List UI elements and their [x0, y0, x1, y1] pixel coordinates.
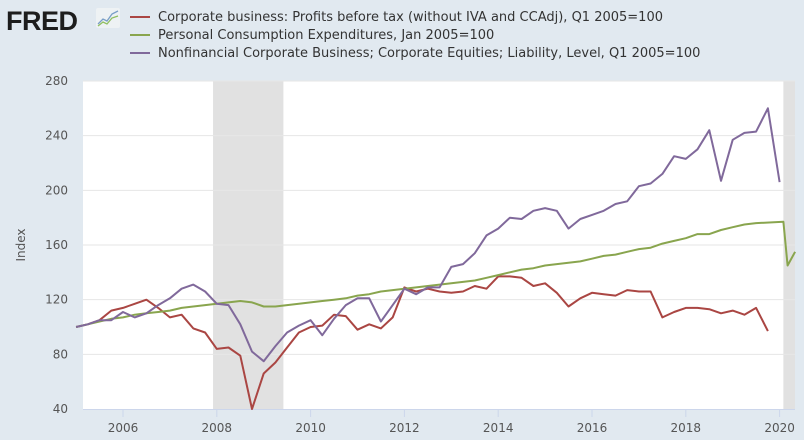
chart-header: FRED Corporate business: Profits before … — [0, 0, 804, 66]
x-tick-label: 2006 — [108, 421, 139, 435]
legend-swatch-green — [130, 34, 150, 36]
fred-logo[interactable]: FRED — [6, 6, 78, 36]
legend-swatch-red — [130, 16, 150, 18]
legend: Corporate business: Profits before tax (… — [130, 8, 700, 62]
x-tick-label: 2014 — [483, 421, 514, 435]
y-tick-label: 240 — [45, 129, 68, 143]
legend-item-equities[interactable]: Nonfinancial Corporate Business; Corpora… — [130, 44, 700, 62]
series-line-equities — [75, 107, 781, 363]
y-tick-label: 160 — [45, 238, 68, 252]
y-tick-label: 200 — [45, 183, 68, 197]
y-tick-label: 120 — [45, 293, 68, 307]
y-tick-label: 40 — [53, 402, 68, 416]
series-line-pce — [75, 220, 796, 328]
y-axis-label: Index — [14, 228, 28, 261]
x-tick-label: 2008 — [202, 421, 233, 435]
x-tick-label: 2010 — [295, 421, 326, 435]
y-tick-label: 280 — [45, 74, 68, 88]
legend-label: Corporate business: Profits before tax (… — [158, 9, 663, 25]
x-tick-label: 2012 — [389, 421, 420, 435]
legend-label: Nonfinancial Corporate Business; Corpora… — [158, 45, 701, 61]
legend-item-pce[interactable]: Personal Consumption Expenditures, Jan 2… — [130, 26, 700, 44]
line-chart-icon — [96, 8, 120, 28]
y-tick-label: 80 — [53, 347, 68, 361]
legend-item-profits[interactable]: Corporate business: Profits before tax (… — [130, 8, 700, 26]
x-tick-label: 2020 — [764, 421, 795, 435]
legend-swatch-purple — [130, 52, 150, 54]
x-tick-label: 2018 — [671, 421, 702, 435]
x-tick-label: 2016 — [577, 421, 608, 435]
legend-label: Personal Consumption Expenditures, Jan 2… — [158, 27, 495, 43]
